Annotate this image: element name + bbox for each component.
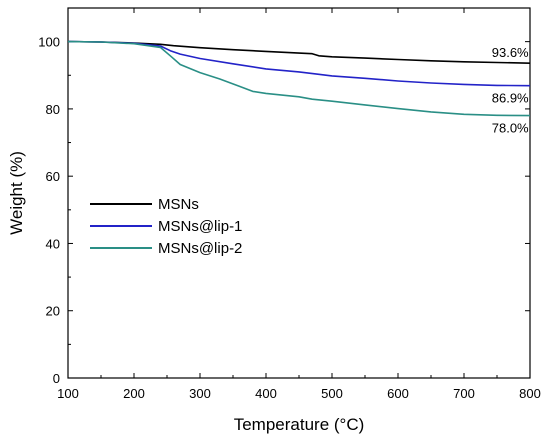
x-tick-label: 400 bbox=[255, 386, 277, 401]
x-axis-title: Temperature (°C) bbox=[234, 415, 365, 434]
plot-frame bbox=[67, 7, 531, 379]
legend: MSNs MSNs@lip-1 MSNs@lip-2 bbox=[90, 196, 242, 257]
series-line-2 bbox=[67, 40, 531, 87]
x-tick-label: 800 bbox=[519, 386, 541, 401]
x-tick-label: 300 bbox=[189, 386, 211, 401]
y-tick-label: 100 bbox=[38, 35, 60, 50]
x-axis: 100 200 300 400 500 600 700 800 bbox=[57, 8, 541, 401]
annotation-label: 78.0% bbox=[492, 121, 529, 136]
legend-label: MSNs@lip-2 bbox=[158, 240, 242, 257]
x-tick-label: 500 bbox=[321, 386, 343, 401]
legend-label: MSNs@lip-1 bbox=[158, 218, 242, 235]
series-line-1 bbox=[67, 40, 531, 64]
y-tick-label: 0 bbox=[53, 371, 60, 386]
y-axis: 0 20 40 60 80 100 bbox=[38, 35, 530, 386]
x-tick-label: 600 bbox=[387, 386, 409, 401]
series-line-3 bbox=[67, 40, 531, 117]
y-tick-label: 80 bbox=[46, 102, 60, 117]
plot-area-border bbox=[67, 7, 531, 379]
annotation-label: 86.9% bbox=[492, 91, 529, 106]
x-tick-label: 700 bbox=[453, 386, 475, 401]
series-group bbox=[67, 40, 531, 117]
legend-label: MSNs bbox=[158, 196, 199, 213]
y-axis-title: Weight (%) bbox=[7, 151, 26, 235]
y-tick-label: 40 bbox=[46, 236, 60, 251]
y-tick-label: 20 bbox=[46, 304, 60, 319]
x-tick-label: 100 bbox=[57, 386, 79, 401]
annotation-group: 93.6% 86.9% 78.0% bbox=[492, 45, 529, 135]
annotation-label: 93.6% bbox=[492, 45, 529, 60]
y-tick-label: 60 bbox=[46, 169, 60, 184]
x-tick-label: 200 bbox=[123, 386, 145, 401]
